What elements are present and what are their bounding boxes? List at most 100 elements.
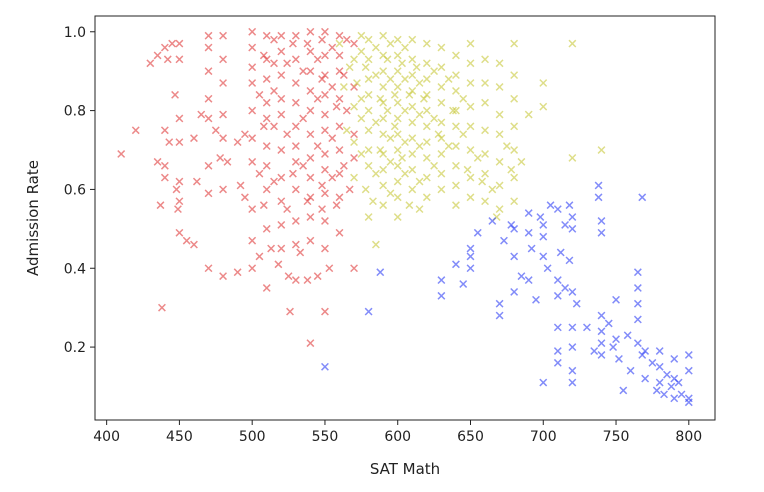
data-point: [536, 213, 545, 221]
data-point: [648, 358, 657, 367]
data-point: [495, 311, 504, 320]
data-point: [393, 161, 402, 170]
data-point: [524, 209, 533, 218]
data-point: [306, 236, 315, 245]
data-point: [386, 75, 395, 83]
data-point: [321, 307, 329, 316]
data-point: [412, 63, 421, 72]
data-point: [408, 134, 417, 143]
data-point: [321, 90, 329, 99]
data-point: [291, 31, 300, 40]
data-point: [452, 181, 460, 190]
data-point: [284, 272, 293, 281]
data-point: [684, 398, 693, 407]
data-point: [197, 110, 206, 119]
data-point: [539, 378, 548, 387]
data-point: [345, 63, 354, 72]
data-point: [379, 67, 388, 76]
data-point: [481, 126, 489, 135]
data-point: [156, 201, 165, 210]
y-tick-label: 1.0: [64, 25, 86, 41]
x-tick-label: 450: [166, 429, 193, 445]
data-point: [357, 31, 366, 40]
data-point: [510, 224, 519, 233]
data-point: [204, 43, 213, 52]
data-point: [160, 161, 169, 170]
data-point: [335, 228, 344, 237]
data-point: [379, 150, 388, 158]
data-point: [350, 39, 358, 48]
data-point: [204, 161, 213, 170]
data-point: [350, 138, 358, 147]
data-point: [568, 224, 577, 233]
data-point: [277, 110, 286, 119]
data-point: [597, 351, 606, 359]
data-point: [277, 71, 286, 80]
data-point: [236, 181, 245, 190]
data-point: [539, 232, 548, 241]
data-point: [296, 248, 305, 257]
data-point: [452, 106, 460, 115]
data-point: [415, 177, 424, 186]
x-tick-label: 750: [603, 429, 630, 445]
data-point: [546, 201, 555, 210]
data-point: [262, 114, 271, 123]
data-point: [204, 67, 213, 76]
data-point: [401, 106, 409, 115]
y-axis: 0.2 0.4 0.6 0.8 1.0: [64, 25, 95, 356]
data-point: [459, 280, 468, 288]
data-point: [219, 185, 228, 194]
data-point: [495, 157, 504, 166]
data-point: [369, 197, 377, 206]
data-point: [408, 86, 417, 95]
x-axis-label: SAT Math: [370, 460, 440, 478]
data-point: [376, 268, 385, 277]
data-point: [408, 102, 417, 111]
data-point: [303, 276, 312, 285]
data-point: [510, 122, 519, 131]
data-point: [633, 339, 642, 348]
data-point: [481, 55, 489, 64]
data-point: [332, 201, 341, 210]
data-point: [306, 213, 315, 221]
data-point: [204, 114, 213, 123]
data-point: [175, 228, 184, 237]
data-point: [291, 55, 300, 64]
data-point: [240, 193, 249, 202]
data-point: [160, 43, 169, 52]
data-point: [510, 252, 519, 261]
data-point: [350, 102, 358, 111]
data-point: [556, 248, 565, 257]
data-point: [204, 189, 213, 198]
data-point: [163, 55, 172, 64]
data-point: [204, 264, 213, 273]
data-point: [517, 157, 526, 166]
data-point: [641, 374, 650, 383]
x-axis: 400 450 500 550 600 650 700 750 800: [93, 420, 702, 445]
data-point: [561, 220, 570, 229]
data-point: [131, 126, 140, 135]
data-point: [313, 55, 322, 64]
data-point: [466, 39, 475, 48]
data-point: [594, 193, 603, 202]
data-point: [153, 51, 162, 60]
data-point: [481, 150, 489, 158]
data-point: [437, 185, 446, 194]
data-point: [350, 264, 358, 273]
data-point: [283, 59, 292, 68]
data-point: [582, 323, 591, 332]
data-point: [568, 343, 577, 352]
data-point: [437, 118, 446, 127]
data-point: [306, 47, 315, 56]
data-point: [303, 39, 312, 48]
data-point: [655, 347, 664, 355]
data-point: [408, 150, 417, 158]
data-point: [233, 138, 242, 147]
data-point: [437, 83, 446, 91]
data-point: [386, 134, 395, 143]
x-tick-label: 400: [93, 429, 120, 445]
data-point: [422, 75, 431, 83]
data-point: [306, 67, 315, 76]
data-point: [379, 130, 388, 139]
data-point: [371, 240, 380, 249]
